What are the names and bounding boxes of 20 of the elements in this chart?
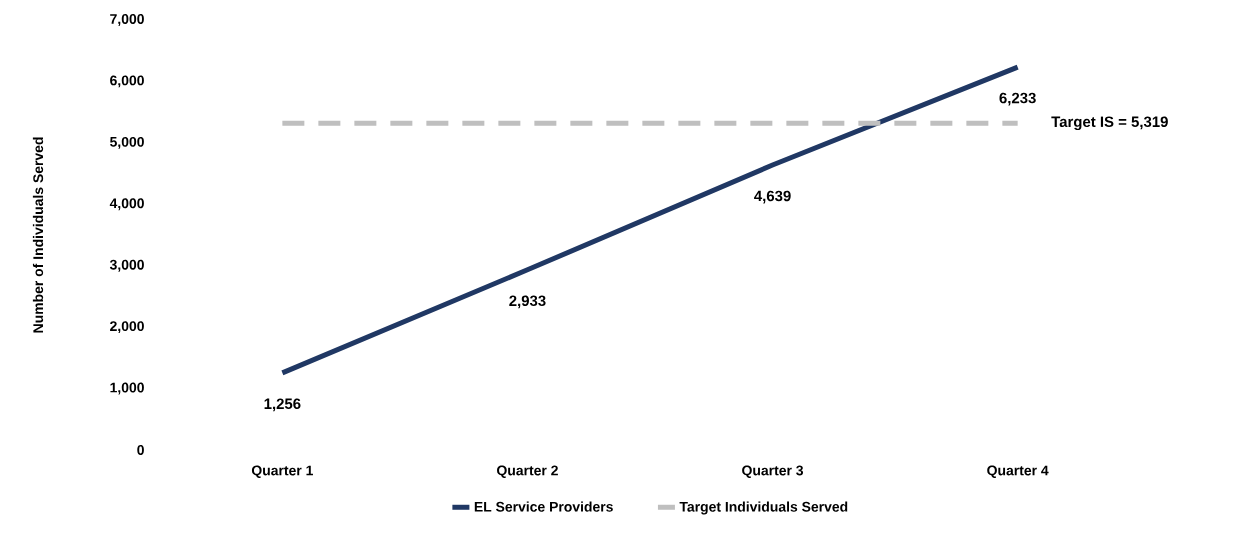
legend-label: Target Individuals Served [679,501,848,515]
data-label: 4,639 [754,190,791,204]
y-tick-label: 7,000 [110,14,144,26]
x-tick-label: Quarter 3 [742,465,804,478]
y-tick-label: 3,000 [109,259,144,272]
x-tick-label: Quarter 2 [497,465,558,478]
y-axis-title: Number of Individuals Served [32,137,44,333]
data-label: 6,233 [999,92,1036,106]
y-tick-label: 0 [137,445,144,455]
x-tick-label: Quarter 1 [251,465,313,478]
y-tick-label: 1,000 [110,382,144,395]
annotation: Target IS = 5,319 [1051,116,1168,131]
data-label: 1,256 [264,398,301,412]
legend-label: EL Service Providers [474,501,613,512]
y-tick-label: 5,000 [110,136,144,149]
x-tick-label: Quarter 4 [987,465,1049,478]
y-tick-label: 4,000 [109,198,144,211]
data-label: 2,933 [509,295,546,309]
y-tick-label: 6,000 [110,75,144,88]
y-tick-label: 2,000 [110,321,144,334]
